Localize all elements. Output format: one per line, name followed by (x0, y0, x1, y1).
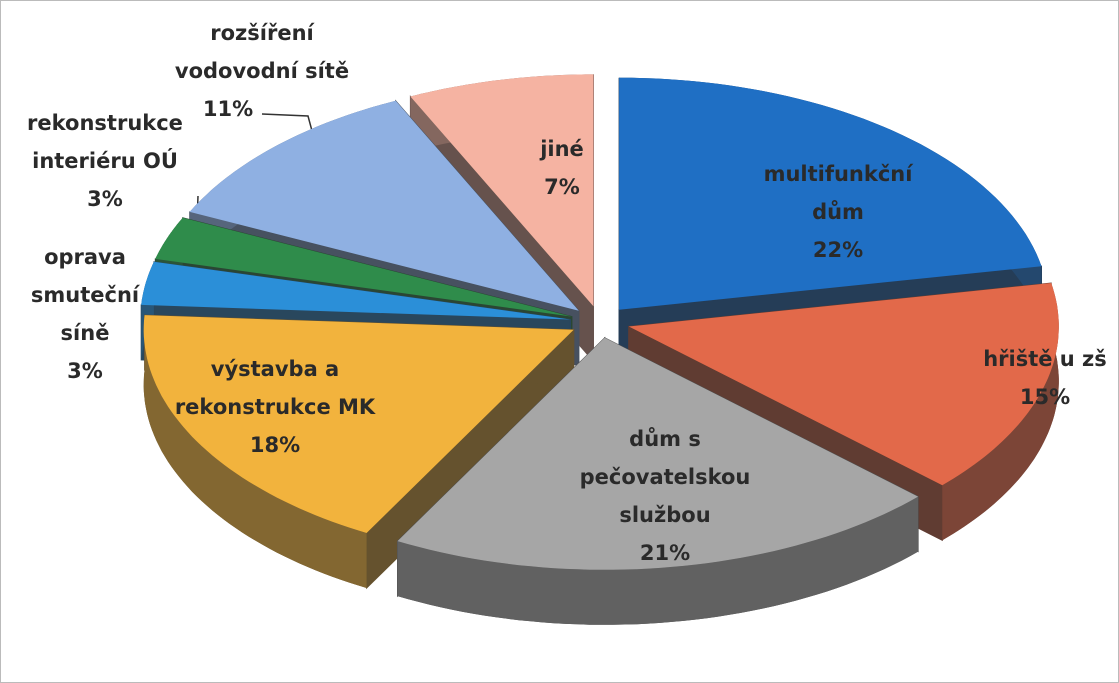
value-label: 3% (87, 187, 123, 211)
slice-rim (942, 283, 1059, 541)
slice-label: hřiště u zš (983, 347, 1107, 371)
slice-label: výstavba a rekonstrukce MK (175, 357, 376, 419)
slice-label: multifunkční dům (764, 162, 915, 224)
value-label: 15% (1020, 385, 1070, 409)
value-label: 3% (67, 359, 103, 383)
labels: multifunkční dům 22% hřiště u zš 15% dům s peč… (27, 21, 1107, 565)
value-label: 18% (250, 433, 300, 457)
slice-label: oprava smuteční síně (31, 245, 141, 345)
slice (141, 261, 571, 320)
slice (410, 74, 594, 307)
slice-label: jiné (539, 137, 584, 161)
slice (619, 77, 1042, 310)
value-label: 22% (813, 238, 863, 262)
slice-label: rekonstrukce interiéru OÚ (27, 111, 183, 173)
slice-label: rozšíření vodovodní sítě (175, 21, 349, 83)
slice (189, 100, 579, 311)
slice (397, 337, 919, 570)
slice-rim (143, 315, 367, 588)
slice (628, 283, 1059, 486)
slice-label: dům s pečovatelskou službou (580, 427, 751, 527)
slice-rim (397, 496, 919, 625)
value-label: 21% (640, 541, 690, 565)
slice (143, 315, 574, 533)
slices (140, 74, 1059, 625)
slice (155, 217, 572, 317)
value-label: 11% (203, 97, 253, 121)
value-label: 7% (544, 175, 580, 199)
